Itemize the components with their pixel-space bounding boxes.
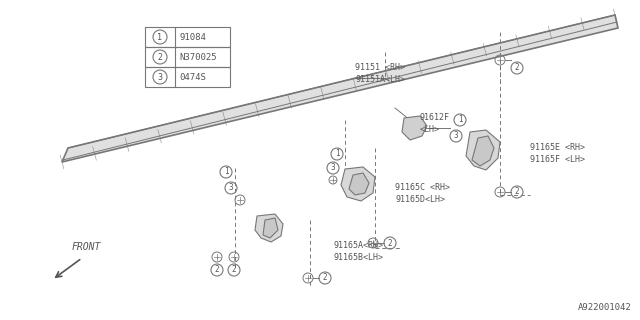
Text: 91165C <RH>: 91165C <RH>: [395, 183, 450, 193]
Text: 91165D<LH>: 91165D<LH>: [395, 196, 445, 204]
Text: 91612F: 91612F: [420, 114, 450, 123]
Text: 91084: 91084: [179, 33, 206, 42]
Text: 2: 2: [323, 274, 327, 283]
Text: <LH>: <LH>: [420, 125, 440, 134]
Polygon shape: [349, 173, 369, 195]
Bar: [145, 47, 230, 67]
Text: 91165F <LH>: 91165F <LH>: [530, 156, 585, 164]
Text: 91151 <RH>: 91151 <RH>: [355, 63, 405, 73]
Text: 91151A<LH>: 91151A<LH>: [355, 76, 405, 84]
Polygon shape: [62, 15, 618, 162]
Text: 1: 1: [224, 167, 228, 177]
Text: 2: 2: [515, 63, 519, 73]
Polygon shape: [255, 214, 283, 242]
Polygon shape: [466, 130, 500, 170]
Text: 2: 2: [232, 266, 236, 275]
Text: 3: 3: [331, 164, 335, 172]
Text: 91165B<LH>: 91165B<LH>: [333, 252, 383, 261]
Text: 3: 3: [157, 73, 163, 82]
Text: 0474S: 0474S: [179, 73, 206, 82]
Text: 2: 2: [214, 266, 220, 275]
Bar: [145, 27, 230, 47]
Text: N370025: N370025: [179, 52, 216, 61]
Text: 2: 2: [515, 188, 519, 196]
Text: 2: 2: [388, 238, 392, 247]
Text: 91165A<RH>: 91165A<RH>: [333, 241, 383, 250]
Text: 2: 2: [157, 52, 163, 61]
Text: A922001042: A922001042: [579, 303, 632, 312]
Polygon shape: [402, 116, 427, 140]
Polygon shape: [472, 136, 494, 166]
Text: FRONT: FRONT: [72, 242, 101, 252]
Polygon shape: [341, 167, 375, 201]
Text: 1: 1: [458, 116, 462, 124]
Text: 1: 1: [157, 33, 163, 42]
Polygon shape: [263, 218, 278, 238]
Text: 3: 3: [454, 132, 458, 140]
Bar: [145, 67, 230, 87]
Text: 91165E <RH>: 91165E <RH>: [530, 143, 585, 153]
Text: 1: 1: [335, 149, 339, 158]
Text: 3: 3: [228, 183, 234, 193]
